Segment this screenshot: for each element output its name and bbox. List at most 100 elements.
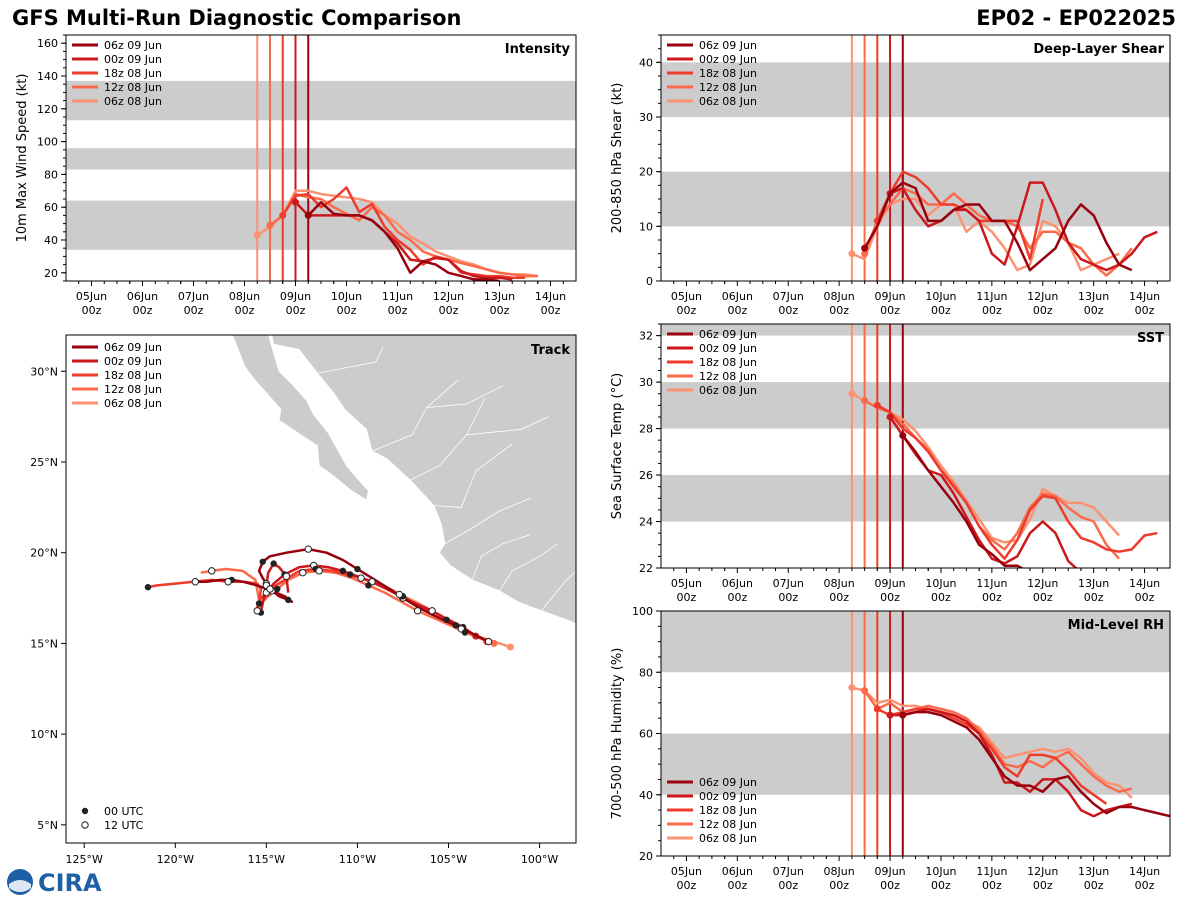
x-tick-label: 07Jun [773,865,804,878]
series-start-point [886,711,894,719]
y-tick-label: 120 [37,103,58,116]
panel-title: Track [531,343,570,358]
x-tick-label: 06Jun [722,577,753,590]
x-tick-label: 00z [880,591,900,604]
track-point-00utc [443,616,450,624]
x-tick-label: 11Jun [976,865,1007,878]
x-tick-label: 00z [1084,304,1104,317]
panel-title: Intensity [505,42,571,57]
state-border [499,543,559,592]
panel-title: Mid-Level RH [1068,618,1164,633]
threshold-band [66,148,576,170]
track-point-00utc [339,567,347,575]
y-tick-label: 160 [37,37,58,50]
track-point-12utc [282,572,291,580]
legend-label: 12z 08 Jun [104,383,162,396]
x-tick-label: 00z [880,304,900,317]
legend-label: 00z 09 Jun [699,790,757,803]
x-tick-label: 12Jun [1027,577,1058,590]
page-title: GFS Multi-Run Diagnostic Comparison [12,6,462,30]
x-tick-label: 00z [1135,591,1155,604]
x-tick-label: 00z [388,304,408,317]
series-start-point [292,198,299,206]
x-tick-label: 10Jun [331,290,362,303]
y-tick-label: 140 [37,70,58,83]
state-border [541,570,576,612]
sst-chart: 05Jun00z06Jun00z07Jun00z08Jun00z09Jun00z… [610,323,1171,604]
y-tick-label: 28 [639,423,653,436]
x-tick-label: 00z [829,304,849,317]
y-tick-label: 60 [44,201,58,214]
series-group [848,170,1158,277]
x-tick-label: 08Jun [824,290,855,303]
legend-label: 06z 08 Jun [699,832,757,845]
legend-label: 12z 08 Jun [699,370,757,383]
track-point-12utc [395,590,404,599]
x-tick-label: 14Jun [535,290,566,303]
track-point-00utc [144,583,152,591]
x-tick-label: 14Jun [1129,577,1160,590]
y-tick-label: 22 [639,562,653,575]
state-border [371,380,458,452]
x-tick-label: 05Jun [76,290,107,303]
legend-label: 00z 09 Jun [699,53,757,66]
x-tick-label: 00z [1033,304,1053,317]
legend-label: 18z 08 Jun [104,67,162,80]
y-tick-label: 40 [639,56,653,69]
x-tick-label: 13Jun [1078,577,1109,590]
state-border [466,416,549,436]
x-tick-label: 00z [184,304,204,317]
state-border [471,534,531,581]
x-tick-label: 110°W [339,853,376,866]
y-tick-label: 26 [639,469,653,482]
y-axis-label: 700-500 hPa Humidity (%) [610,648,625,820]
series-start-point [848,250,856,258]
track-point-12utc [413,607,422,615]
series-line-4 [851,686,1133,799]
y-tick-label: 20°N [30,547,58,560]
y-tick-label: 60 [639,728,653,741]
x-tick-label: 00z [439,304,459,317]
x-tick-label: 09Jun [280,290,311,303]
panel-title: Deep-Layer Shear [1033,42,1164,57]
x-tick-label: 120°W [157,853,194,866]
x-tick-label: 00z [677,879,697,892]
series-line-1 [294,201,513,281]
track-line-2 [147,567,488,643]
y-tick-label: 32 [639,330,653,343]
series-line-2 [876,404,1158,560]
series-start-point [253,231,261,239]
y-tick-label: 40 [639,789,653,802]
track-point-12utc [304,545,312,553]
x-tick-label: 09Jun [874,290,905,303]
x-tick-label: 00z [677,591,697,604]
series-line-0 [901,434,1025,568]
x-tick-label: 00z [1033,879,1053,892]
threshold-band [661,382,1170,429]
x-tick-label: 00z [778,879,798,892]
cira-logo: CIRA [7,869,102,897]
series-line-4 [851,197,1120,272]
x-tick-label: 00z [1033,591,1053,604]
series-line-3 [863,399,1121,560]
x-tick-label: 00z [490,304,510,317]
x-tick-label: 00z [727,591,747,604]
x-tick-label: 07Jun [773,290,804,303]
track-point-00utc [274,585,281,593]
track-map: 125°W 120°W 115°W 110°W 105°W 100°W 5°N 10°N 15°… [30,334,577,866]
y-tick-label: 20 [44,267,58,280]
series-line-2 [876,707,1108,805]
x-tick-label: 05Jun [671,577,702,590]
x-tick-label: 09Jun [874,865,905,878]
x-tick-label: 00z [82,304,102,317]
shear-chart: 05Jun00z06Jun00z07Jun00z08Jun00z09Jun00z… [610,34,1171,317]
x-tick-label: 11Jun [382,290,413,303]
state-border [410,398,486,481]
x-tick-label: 00z [1135,879,1155,892]
x-tick-label: 00z [982,879,1002,892]
threshold-band [66,80,576,121]
plot-frame [65,334,577,844]
x-tick-label: 00z [982,591,1002,604]
x-tick-label: 06Jun [722,865,753,878]
x-tick-label: 00z [1084,879,1104,892]
